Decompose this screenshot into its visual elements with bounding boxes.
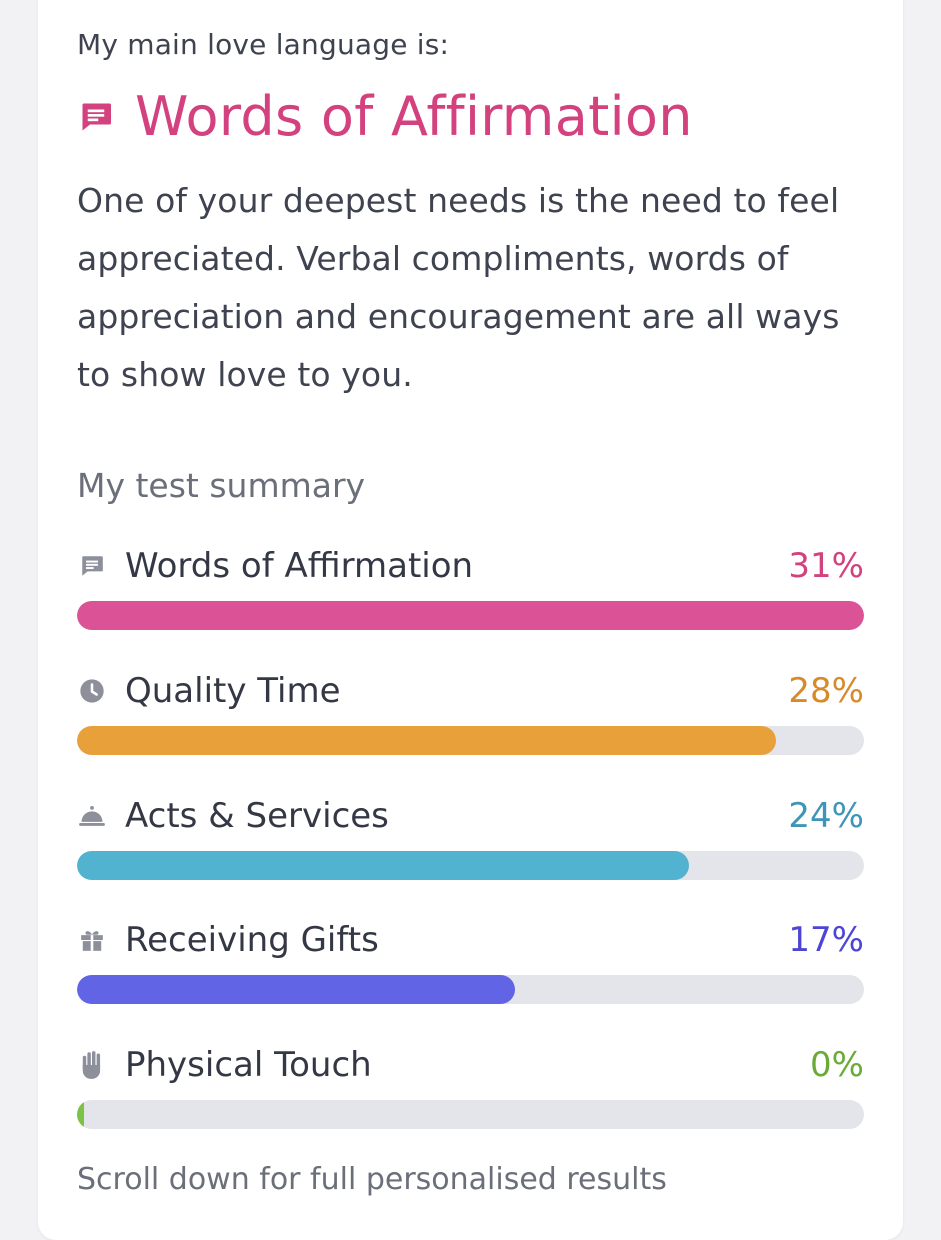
progress-track bbox=[77, 975, 864, 1004]
summary-row-quality-time: Quality Time 28% bbox=[77, 666, 864, 755]
summary-row-label: Words of Affirmation bbox=[125, 546, 474, 586]
summary-row-label: Acts & Services bbox=[125, 796, 389, 836]
progress-track bbox=[77, 726, 864, 755]
progress-fill bbox=[77, 851, 690, 880]
summary-row-label: Receiving Gifts bbox=[125, 920, 379, 960]
progress-track bbox=[77, 1100, 864, 1129]
summary-row-label: Physical Touch bbox=[125, 1045, 372, 1085]
summary-row-physical-touch: Physical Touch 0% bbox=[77, 1040, 864, 1129]
summary-row-percent: 31% bbox=[788, 546, 864, 586]
summary-row-percent: 0% bbox=[810, 1045, 864, 1085]
hand-icon bbox=[77, 1050, 107, 1080]
scroll-hint: Scroll down for full personalised result… bbox=[77, 1162, 667, 1197]
summary-row-label: Quality Time bbox=[125, 671, 341, 711]
language-description: One of your deepest needs is the need to… bbox=[77, 181, 840, 394]
progress-fill bbox=[77, 1100, 84, 1129]
message-icon bbox=[77, 551, 107, 581]
service-bell-icon bbox=[77, 801, 107, 831]
message-icon bbox=[77, 97, 117, 137]
summary-row-receiving-gifts: Receiving Gifts 17% bbox=[77, 915, 864, 1004]
progress-track bbox=[77, 601, 864, 630]
summary-row-percent: 24% bbox=[788, 796, 864, 836]
gift-icon bbox=[77, 925, 107, 955]
clock-icon bbox=[77, 676, 107, 706]
summary-title: My test summary bbox=[77, 466, 366, 505]
summary-row-percent: 28% bbox=[788, 671, 864, 711]
summary-row-percent: 17% bbox=[788, 920, 864, 960]
summary-row-acts-services: Acts & Services 24% bbox=[77, 791, 864, 880]
main-language-heading: Words of Affirmation bbox=[77, 82, 693, 152]
progress-fill bbox=[77, 726, 776, 755]
progress-track bbox=[77, 851, 864, 880]
progress-fill bbox=[77, 975, 515, 1004]
intro-text: My main love language is: bbox=[77, 28, 450, 61]
summary-row-words-of-affirmation: Words of Affirmation 31% bbox=[77, 541, 864, 630]
main-language-title: Words of Affirmation bbox=[135, 85, 693, 148]
progress-fill bbox=[77, 601, 864, 630]
